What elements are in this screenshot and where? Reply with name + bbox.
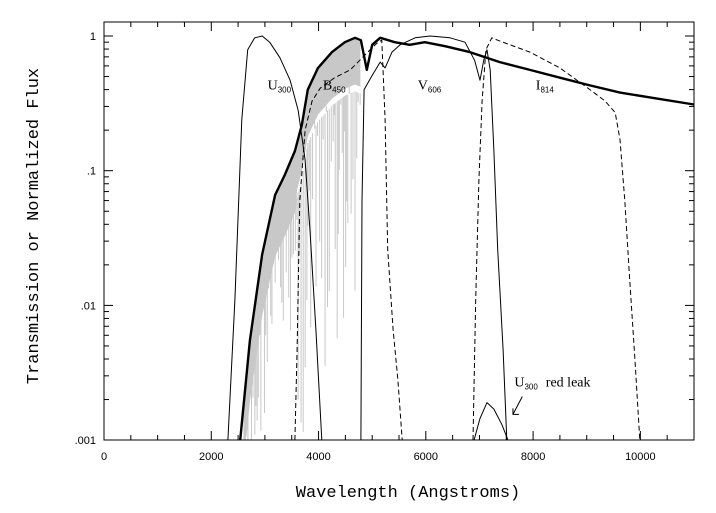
annotations: U300 B450 V606 I814 U300 red leak	[268, 79, 591, 415]
series-v606	[360, 35, 508, 441]
series-b450	[294, 39, 403, 441]
curves	[227, 35, 695, 441]
filter-label: U300	[268, 79, 292, 95]
filter-label: I814	[536, 79, 555, 95]
x-axis-label: Wavelength (Angstroms)	[296, 484, 520, 503]
arrow-icon	[512, 396, 523, 415]
x-tick-label: 8000	[521, 451, 545, 463]
x-tick-label: 2000	[199, 451, 223, 463]
x-tick-label: 10000	[625, 451, 656, 463]
y-tick-label: .001	[75, 435, 96, 447]
x-tick-label: 6000	[414, 451, 438, 463]
y-axis-label: Transmission or Normalized Flux	[25, 68, 44, 384]
y-tick-label: 1	[90, 31, 96, 43]
y-tick-label: .01	[81, 300, 96, 312]
series-u300-red-leak	[473, 402, 509, 441]
filter-label: V606	[418, 79, 442, 95]
x-tick-label: 0	[101, 451, 107, 463]
shaded-absorption-region	[243, 37, 361, 440]
series-u300	[227, 35, 323, 441]
y-tick-label: .1	[87, 166, 96, 178]
x-tick-label: 4000	[306, 451, 330, 463]
shaded-area	[243, 37, 361, 440]
filter-label: B450	[323, 79, 346, 95]
axis-ticks: 0 2000 4000 6000 8000 10000 1 .1 .01 .001	[75, 22, 695, 463]
series-i814	[472, 37, 641, 441]
series-normalized-flux	[239, 36, 695, 441]
plot-frame	[103, 21, 695, 441]
filter-label: U300 red leak	[514, 375, 590, 391]
arrow-head-icon	[512, 408, 519, 415]
